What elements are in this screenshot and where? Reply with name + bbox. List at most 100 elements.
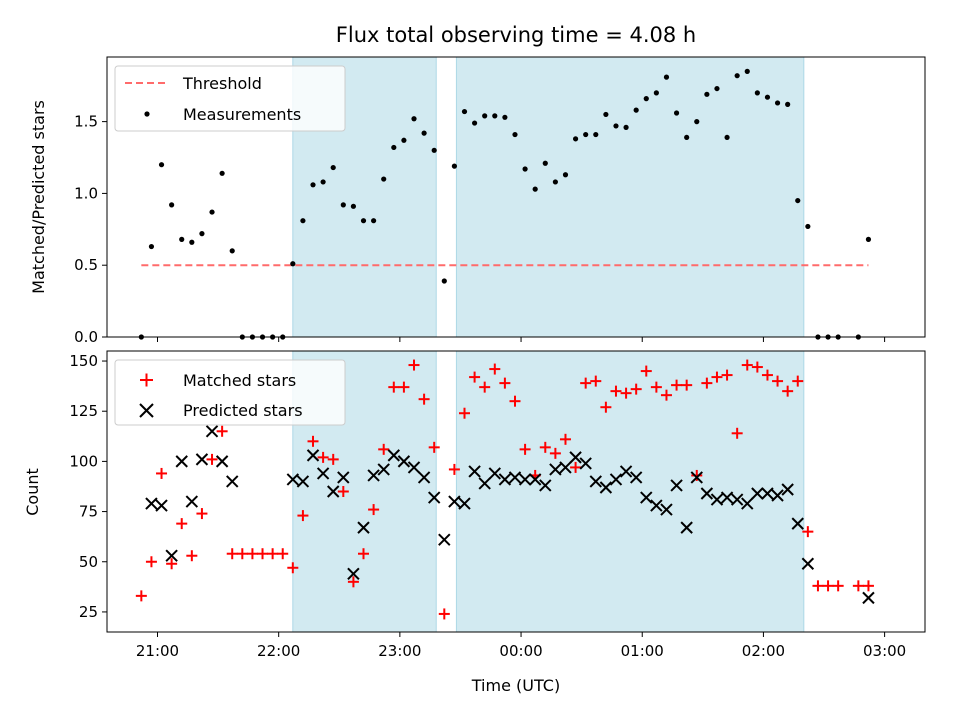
predicted-star-point [771,489,784,502]
matched-star-point [549,447,561,459]
x-tick-label: 00:00 [499,642,542,660]
predicted-star-point [539,479,552,492]
predicted-star-point [296,475,310,488]
matched-star-point [408,359,420,371]
matched-star-point [499,377,511,389]
matched-star-point [822,580,834,592]
measurement-point [785,101,791,107]
matched-star-point [307,435,319,447]
measurement-point [714,85,720,92]
predicted-star-point [640,491,653,504]
measurement-point [673,110,680,116]
measurement-point [431,147,437,153]
measurement-point [734,73,740,79]
matched-star-point [438,608,450,620]
matched-star-point [630,383,642,395]
predicted-star-point [741,497,754,510]
matched-star-point [327,453,339,465]
measurement-point [633,107,639,113]
measurement-point [199,231,205,237]
measurement-point [754,90,760,96]
matched-star-point [711,371,723,383]
predicted-star-point [862,591,875,605]
matched-star-point [509,395,521,407]
counts-layer [135,359,875,620]
measurement-point [613,123,619,129]
matched-star-point [458,407,470,419]
measurement-point [623,124,629,130]
matched-star-point [378,443,390,455]
predicted-star-point [781,483,794,496]
predicted-star-point [205,425,219,438]
measurement-point [330,164,336,171]
measurement-point [320,179,326,185]
matched-star-point [600,401,612,413]
matched-star-point [852,580,864,592]
predicted-star-point [427,491,441,504]
x-tick-label: 03:00 [863,642,906,660]
matched-star-point [337,486,349,497]
measurement-point [744,68,750,74]
matched-star-point [792,375,804,387]
matched-star-point [620,387,632,399]
matched-star-point [751,361,763,373]
predicted-star-point [165,549,178,562]
matched-star-point [428,441,440,453]
predicted-star-point [589,475,602,488]
matched-star-point [297,510,309,522]
predicted-star-point [377,463,390,476]
measurement-point [562,172,569,178]
predicted-star-point [367,469,380,482]
measurement-point [522,166,528,172]
x-tick-label: 02:00 [742,642,785,660]
top-y-tick-label: 0.5 [74,256,98,274]
predicted-star-point [155,499,168,512]
measurement-point [391,144,397,151]
matched-star-point [681,379,693,391]
matched-star-point [226,548,238,560]
measurement-point [189,239,195,245]
bottom-y-axis-label: Count [23,468,42,516]
bottom-y-tick-label: 50 [79,553,98,571]
predicted-star-point [761,487,774,500]
predicted-star-point [518,473,532,486]
matched-star-point [135,590,147,602]
measurement-point [350,203,357,209]
bottom-y-tick-label: 75 [79,503,98,521]
measurement-point [572,136,579,142]
matched-star-point [469,371,481,383]
matched-star-point [559,433,571,445]
predicted-star-point [417,471,431,484]
predicted-star-point [387,449,401,462]
predicted-star-point [579,457,592,470]
top-panel: 0.0 0.5 1.0 1.5 Matched/Predicted stars Thr… [29,56,926,346]
matched-star-point [519,443,531,455]
measurement-point [340,202,346,208]
predicted-star-point [549,463,562,476]
bottom-legend: Matched stars Predicted stars [114,359,346,426]
predicted-star-point [498,473,512,486]
measurement-point [593,131,599,138]
bottom-axes-frame [106,350,926,633]
matched-star-point [358,548,370,560]
matched-star-point [671,379,683,391]
measurements-legend-swatch [144,111,150,117]
measurement-point [158,162,165,168]
predicted-star-point [559,461,572,474]
matched-legend-label: Matched stars [183,371,296,390]
predicted-star-point [327,485,340,498]
predicted-star-point [751,487,764,500]
matched-star-point [186,550,198,562]
measurement-point [310,182,316,188]
predicted-star-point [286,473,300,486]
matched-star-point [802,526,814,538]
measurement-point [421,130,427,136]
measurement-point [704,91,710,97]
predicted-legend-label: Predicted stars [183,401,303,420]
measurement-point [411,116,417,122]
matched-star-point [398,381,410,393]
matched-star-point [145,556,157,568]
matched-star-point [418,393,430,405]
matched-star-point [590,375,602,387]
